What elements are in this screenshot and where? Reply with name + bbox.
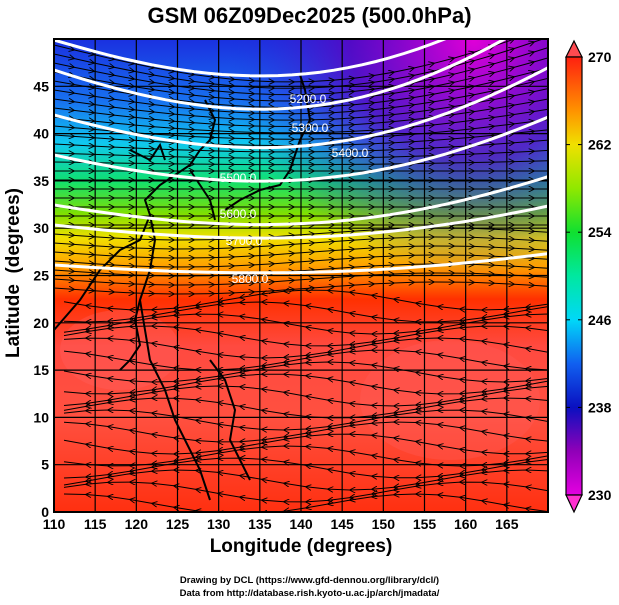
colorbar-tick-label: 238: [588, 399, 612, 415]
height-contour: [54, 175, 548, 227]
y-axis-label: Latitude (degrees): [3, 188, 24, 358]
x-tick-label: 115: [84, 516, 107, 532]
x-axis: 110 115 120 125 130 135 140 145 150 155 160 165: [43, 516, 519, 532]
height-contour: [54, 39, 449, 78]
contour-label: 5200.0: [290, 92, 327, 106]
credit-drawing: Drawing by DCL (https://www.gfd-dennou.o…: [179, 575, 440, 586]
warm-patch: [360, 340, 540, 460]
x-axis-label: Longitude (degrees): [209, 536, 393, 557]
height-contour: [54, 252, 548, 275]
x-tick-label: 110: [43, 516, 66, 532]
streamlines: [54, 39, 548, 512]
colorbar-tick-label: 246: [588, 312, 612, 328]
streamline: [63, 494, 548, 512]
x-tick-label: 165: [495, 516, 519, 532]
credit-data: Data from http://database.rish.kyoto-u.a…: [179, 588, 440, 599]
y-tick-label: 0: [41, 504, 49, 520]
colorbar: 230 238 246 254 262 270: [565, 39, 612, 514]
x-tick-label: 155: [413, 516, 437, 532]
height-contour: [54, 65, 548, 150]
x-tick-label: 130: [207, 516, 231, 532]
y-tick-label: 10: [33, 409, 49, 425]
colorbar-min-arrow: [565, 494, 583, 514]
plot-frame: [53, 38, 549, 513]
y-tick-label: 45: [33, 78, 49, 94]
contour-label: 5600.0: [220, 207, 257, 221]
chart-title: GSM 06Z09Dec2025 (500.0hPa): [147, 3, 472, 28]
y-tick-label: 15: [33, 362, 49, 378]
x-tick-label: 160: [454, 516, 478, 532]
colorbar-bar: [565, 56, 583, 496]
height-contour: [54, 39, 508, 111]
y-tick-label: 35: [33, 173, 49, 189]
x-tick-label: 140: [289, 516, 313, 532]
x-tick-label: 125: [166, 516, 190, 532]
y-tick-label: 5: [41, 457, 49, 473]
y-tick-label: 30: [33, 220, 49, 236]
y-axis: 0 5 10 15 20 25 30 35 40 45: [33, 78, 49, 520]
height-contour: [54, 204, 548, 240]
contour-label: 5800.0: [232, 272, 269, 286]
contour-label: 5300.0: [292, 121, 329, 135]
y-tick-label: 40: [33, 126, 49, 142]
gridlines: [54, 39, 548, 512]
y-tick-label: 20: [33, 315, 49, 331]
streamline: [54, 161, 548, 165]
colorbar-tick-label: 230: [588, 487, 612, 503]
colorbar-max-arrow: [565, 39, 583, 58]
height-contour: [54, 115, 548, 183]
contour-label: 5400.0: [332, 146, 369, 160]
colorbar-tick-label: 254: [588, 224, 612, 240]
contour-label: 5500.0: [220, 171, 257, 185]
y-tick-label: 25: [33, 268, 49, 284]
contour-label: 5700.0: [226, 234, 263, 248]
colorbar-tick-label: 262: [588, 137, 612, 153]
x-tick-label: 145: [330, 516, 354, 532]
x-tick-label: 135: [248, 516, 272, 532]
x-tick-label: 150: [372, 516, 396, 532]
x-tick-label: 120: [125, 516, 149, 532]
colorbar-tick-label: 270: [588, 49, 612, 65]
